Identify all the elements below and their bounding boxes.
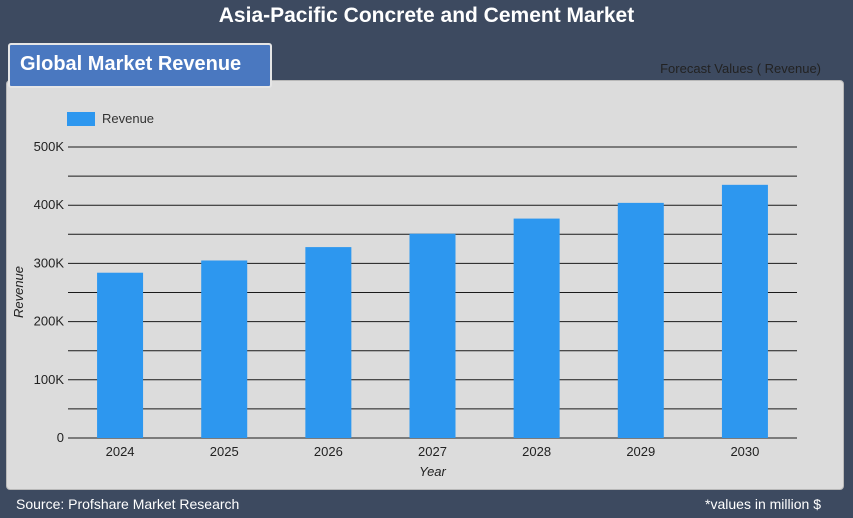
forecast-label: Forecast Values ( Revenue)	[660, 61, 821, 76]
x-axis-title: Year	[419, 464, 446, 479]
x-tick-label: 2029	[626, 444, 655, 459]
bar-2027	[409, 233, 456, 438]
bar-2024	[97, 272, 144, 438]
tab-label: Global Market Revenue	[20, 53, 242, 75]
bar-2028	[513, 218, 560, 438]
x-tick-label: 2025	[210, 444, 239, 459]
y-tick-label: 200K	[34, 314, 65, 329]
y-axis-title: Revenue	[11, 266, 26, 318]
x-tick-label: 2028	[522, 444, 551, 459]
y-tick-label: 100K	[34, 372, 65, 387]
units-note: *values in million $	[705, 496, 821, 512]
bar-2029	[617, 202, 664, 438]
y-tick-label: 300K	[34, 255, 65, 270]
page-title: Asia-Pacific Concrete and Cement Market	[218, 4, 635, 27]
global-market-revenue-tab: Global Market Revenue	[8, 43, 272, 88]
x-tick-label: 2026	[314, 444, 343, 459]
legend-label: Revenue	[102, 111, 155, 126]
x-tick-label: 2024	[106, 444, 135, 459]
bar-2025	[201, 260, 248, 438]
legend-swatch	[67, 112, 95, 126]
y-tick-label: 400K	[34, 197, 65, 212]
bar-2026	[305, 247, 352, 438]
x-tick-label: 2030	[730, 444, 759, 459]
bar-2030	[721, 184, 768, 438]
y-tick-label: 0	[57, 430, 64, 445]
x-tick-label: 2027	[418, 444, 447, 459]
source-text: Source: Profshare Market Research	[16, 496, 240, 512]
y-tick-label: 500K	[34, 139, 65, 154]
